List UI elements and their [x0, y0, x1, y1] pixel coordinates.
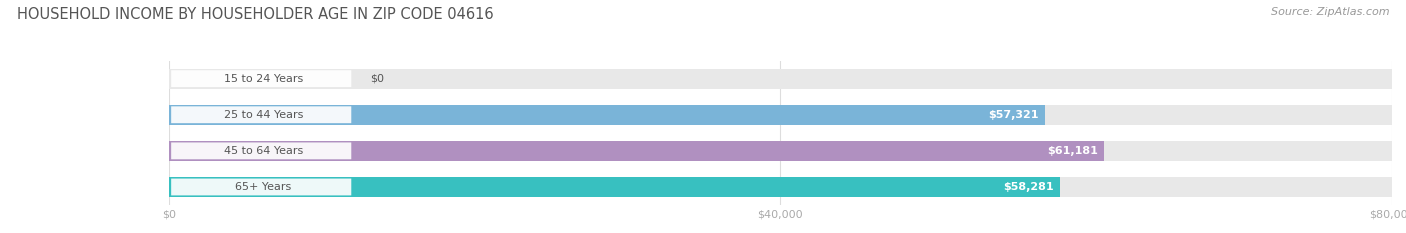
FancyBboxPatch shape	[172, 70, 352, 87]
Bar	[169, 141, 1104, 161]
Bar	[169, 69, 1392, 89]
FancyBboxPatch shape	[172, 106, 352, 123]
Text: $0: $0	[371, 74, 385, 84]
Bar	[169, 177, 1392, 197]
Text: $58,281: $58,281	[1002, 182, 1053, 192]
Text: Source: ZipAtlas.com: Source: ZipAtlas.com	[1271, 7, 1389, 17]
Bar	[169, 141, 1392, 161]
Text: 15 to 24 Years: 15 to 24 Years	[224, 74, 304, 84]
Bar	[169, 105, 1045, 125]
Bar	[169, 105, 1392, 125]
FancyBboxPatch shape	[172, 178, 352, 195]
Text: $61,181: $61,181	[1047, 146, 1098, 156]
Text: HOUSEHOLD INCOME BY HOUSEHOLDER AGE IN ZIP CODE 04616: HOUSEHOLD INCOME BY HOUSEHOLDER AGE IN Z…	[17, 7, 494, 22]
Text: $57,321: $57,321	[988, 110, 1039, 120]
FancyBboxPatch shape	[172, 142, 352, 159]
Text: 65+ Years: 65+ Years	[235, 182, 291, 192]
Bar	[169, 177, 1060, 197]
Text: 45 to 64 Years: 45 to 64 Years	[224, 146, 304, 156]
Text: 25 to 44 Years: 25 to 44 Years	[224, 110, 304, 120]
